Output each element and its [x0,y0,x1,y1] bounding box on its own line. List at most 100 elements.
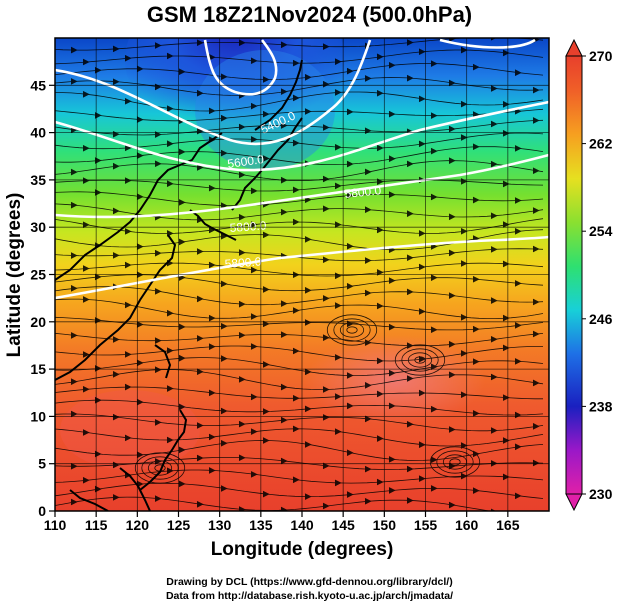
circulation-swirl [134,452,186,484]
streamline [55,146,544,165]
wind-arrow [532,86,540,94]
wind-arrow [346,449,354,457]
wind-arrow [292,395,300,402]
wind-arrow [208,261,216,269]
credit-drawing: Drawing by DCL (https://www.gfd-dennou.o… [166,576,453,588]
wind-arrow [112,494,120,501]
wind-arrow [364,206,372,213]
wind-arrow [136,152,144,159]
wind-arrow [280,506,288,511]
wind-arrow [154,419,162,426]
wind-arrow [70,285,78,292]
wind-arrow [430,147,438,155]
wind-arrow [364,339,372,346]
wind-arrow [220,280,228,288]
wind-arrow [406,375,414,382]
wind-arrow [448,157,456,164]
wind-arrow [292,59,300,67]
streamline [55,248,544,262]
wind-arrow [280,41,288,49]
wind-arrow [430,274,438,281]
circulation-swirl [394,344,446,376]
wind-arrow [82,386,90,393]
wind-arrow [472,276,480,283]
wind-arrow [490,120,498,128]
wind-arrow [220,407,228,415]
wind-arrow [238,214,246,221]
wind-arrow [280,331,288,338]
wind-arrow [124,434,132,442]
wind-arrow [238,454,246,462]
wind-arrow [178,323,186,331]
wind-arrow [448,125,456,133]
wind-arrow [502,180,510,188]
streamline [55,357,544,376]
wind-arrow [322,334,330,341]
wind-arrow [124,351,132,358]
wind-arrow [472,143,480,151]
wind-arrow [514,492,522,500]
wind-arrow [346,282,354,290]
wind-arrow [238,171,246,179]
wind-arrow [154,337,162,344]
streamline [55,369,544,391]
wind-arrow [502,344,510,352]
streamline [55,413,544,432]
wind-arrow [532,245,540,253]
wind-arrow [490,160,498,168]
wind-arrow [448,371,456,379]
wind-arrow [196,295,204,303]
wind-arrow [166,385,174,392]
wind-arrow [304,319,312,326]
wind-arrow [112,336,120,343]
wind-arrow [304,236,312,243]
wind-arrow [448,292,456,299]
wind-arrow [502,394,510,401]
wind-arrow [220,439,228,447]
wind-arrow [322,205,330,213]
wind-arrow [364,465,372,473]
colorbar-tick-label: 254 [589,223,613,239]
wind-arrow [502,101,510,108]
wind-arrow [178,238,186,246]
wind-arrow [112,207,120,215]
wind-arrow [388,402,396,410]
wind-arrow [490,427,498,434]
streamline [55,63,544,80]
wind-arrow [262,76,270,83]
wind-arrow [82,265,90,272]
wind-arrow [406,465,414,473]
wind-arrow [280,208,288,216]
wind-arrow [430,405,438,413]
coastlines [55,59,303,511]
wind-arrow [124,228,132,235]
wind-arrow [322,386,330,393]
wind-arrow [208,184,216,192]
wind-arrow [250,102,258,110]
wind-arrow [430,60,438,67]
wind-arrow [388,277,396,284]
wind-arrow [208,54,216,61]
wind-arrow [262,231,270,239]
wind-arrow [154,249,162,257]
wind-arrow [178,446,186,454]
wind-arrow [490,246,498,253]
wind-arrow [280,122,288,129]
wind-arrow [430,193,438,201]
wind-arrow [82,177,90,184]
wind-arrow [346,160,354,168]
wind-arrow [418,48,426,56]
streamline [55,399,544,416]
wind-arrow [532,117,540,124]
wind-arrow [376,478,384,486]
wind-arrow [364,75,372,82]
x-tick-label: 120 [126,517,150,533]
wind-arrow [208,107,216,115]
wind-arrow [472,358,480,365]
circulation-swirl [449,458,461,466]
wind-arrow [112,252,120,259]
circulation-swirl [346,326,358,334]
y-tick-label: 20 [30,314,46,330]
wind-arrow [334,58,342,65]
wind-arrow [262,286,270,293]
